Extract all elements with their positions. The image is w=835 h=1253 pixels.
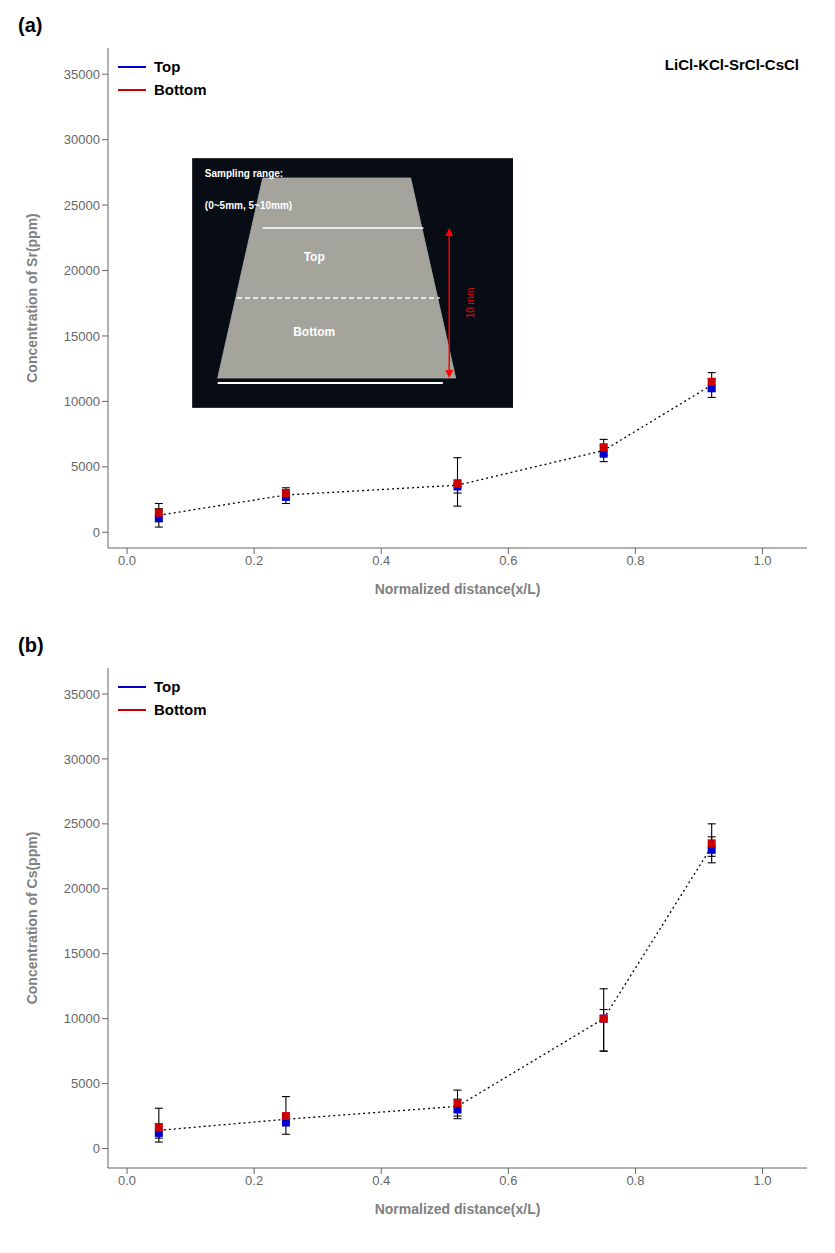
svg-text:25000: 25000 <box>64 816 100 831</box>
svg-text:Normalized distance(x/L): Normalized distance(x/L) <box>375 581 541 597</box>
svg-text:Concentration of Sr(ppm): Concentration of Sr(ppm) <box>24 213 40 383</box>
svg-text:0.4: 0.4 <box>372 1173 390 1188</box>
svg-text:30000: 30000 <box>64 132 100 147</box>
svg-text:0.4: 0.4 <box>372 553 390 568</box>
svg-text:15000: 15000 <box>64 946 100 961</box>
svg-text:35000: 35000 <box>64 67 100 82</box>
svg-text:0.8: 0.8 <box>626 553 644 568</box>
svg-text:5000: 5000 <box>71 1076 100 1091</box>
html-text:Bottom: Bottom <box>154 701 207 718</box>
svg-text:1.0: 1.0 <box>753 1173 771 1188</box>
svg-text:0: 0 <box>93 525 100 540</box>
svg-text:Sampling range:: Sampling range: <box>205 168 283 179</box>
html-text:Bottom: Bottom <box>154 81 207 98</box>
svg-text:20000: 20000 <box>64 881 100 896</box>
html-text:(b): (b) <box>18 634 44 656</box>
svg-text:Bottom: Bottom <box>293 325 335 339</box>
svg-text:15000: 15000 <box>64 329 100 344</box>
svg-text:1.0: 1.0 <box>753 553 771 568</box>
svg-text:25000: 25000 <box>64 198 100 213</box>
html-text:Top: Top <box>154 58 181 75</box>
svg-text:0.2: 0.2 <box>245 1173 263 1188</box>
svg-text:5000: 5000 <box>71 459 100 474</box>
svg-text:0: 0 <box>93 1141 100 1156</box>
svg-text:Top: Top <box>304 250 325 264</box>
svg-text:0.6: 0.6 <box>499 553 517 568</box>
html-text:Top: Top <box>154 678 181 695</box>
svg-text:30000: 30000 <box>64 752 100 767</box>
svg-text:0.2: 0.2 <box>245 553 263 568</box>
html-text:LiCl-KCl-SrCl-CsCl: LiCl-KCl-SrCl-CsCl <box>664 56 799 73</box>
svg-text:10000: 10000 <box>64 394 100 409</box>
svg-text:0.0: 0.0 <box>118 1173 136 1188</box>
svg-text:(0~5mm, 5~10mm): (0~5mm, 5~10mm) <box>205 200 292 211</box>
svg-text:10000: 10000 <box>64 1011 100 1026</box>
html-text:(a): (a) <box>18 14 43 36</box>
svg-text:0.0: 0.0 <box>118 553 136 568</box>
svg-text:Concentration of Cs(ppm): Concentration of Cs(ppm) <box>24 832 40 1005</box>
svg-text:20000: 20000 <box>64 263 100 278</box>
svg-text:10 mm: 10 mm <box>465 288 476 319</box>
svg-text:Normalized distance(x/L): Normalized distance(x/L) <box>375 1201 541 1217</box>
svg-text:0.6: 0.6 <box>499 1173 517 1188</box>
svg-text:35000: 35000 <box>64 687 100 702</box>
svg-text:0.8: 0.8 <box>626 1173 644 1188</box>
